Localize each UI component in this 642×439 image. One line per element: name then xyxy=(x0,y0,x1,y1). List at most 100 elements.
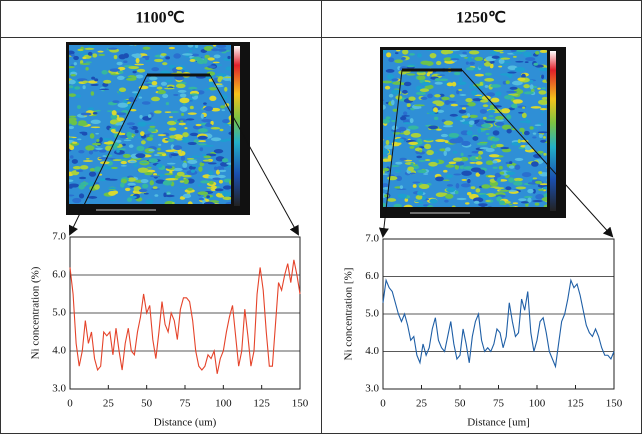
y-tick-label: 6.0 xyxy=(52,269,66,281)
map-speck xyxy=(77,48,84,52)
map-speck xyxy=(433,116,439,121)
map-speck xyxy=(451,81,457,87)
map-speck xyxy=(543,152,547,156)
map-speck xyxy=(85,67,89,71)
map-speck xyxy=(215,203,220,204)
map-speck xyxy=(198,184,202,187)
map-speck xyxy=(183,178,189,185)
map-speck xyxy=(154,58,164,63)
map-speck xyxy=(105,177,111,181)
map-speck xyxy=(459,76,463,82)
map-speck xyxy=(501,124,512,130)
map-speck xyxy=(408,141,419,145)
map-speck xyxy=(523,51,532,58)
map-speck xyxy=(170,111,179,113)
map-speck xyxy=(190,93,199,96)
color-bar xyxy=(550,51,556,211)
map-speck xyxy=(137,121,147,127)
map-speck xyxy=(204,123,213,127)
map-speck xyxy=(207,170,214,176)
map-speck xyxy=(407,125,419,130)
map-speck xyxy=(204,54,210,59)
map-speck xyxy=(474,73,485,77)
map-speck xyxy=(463,166,473,170)
map-speck xyxy=(78,120,87,124)
map-speck xyxy=(501,148,512,153)
map-speck xyxy=(188,86,198,90)
map-speck xyxy=(416,155,423,159)
map-speck xyxy=(187,187,193,191)
map-speck xyxy=(523,195,533,199)
map-speck xyxy=(153,110,162,114)
map-speck xyxy=(210,126,221,130)
map-speck xyxy=(225,66,231,71)
map-speck xyxy=(158,143,162,146)
map-speck xyxy=(469,61,475,66)
map-speck xyxy=(462,51,467,55)
map-speck xyxy=(546,179,547,182)
map-speck xyxy=(542,136,547,139)
map-speck xyxy=(182,174,192,178)
x-tick-label: 75 xyxy=(493,398,505,410)
map-speck xyxy=(517,139,521,144)
map-speck xyxy=(507,71,517,74)
map-speck xyxy=(129,126,133,129)
y-tick-label: 5.0 xyxy=(52,307,66,319)
map-speck xyxy=(123,139,132,142)
map-speck xyxy=(167,138,175,143)
map-speck xyxy=(80,112,92,116)
map-speck xyxy=(108,187,117,190)
map-speck xyxy=(166,162,176,165)
map-speck xyxy=(434,94,441,98)
map-speck xyxy=(191,164,199,167)
map-speck xyxy=(207,65,217,69)
map-speck xyxy=(417,74,426,81)
map-speck xyxy=(384,85,391,90)
map-speck xyxy=(542,186,547,190)
map-speck xyxy=(156,86,163,90)
map-speck xyxy=(465,67,476,71)
map-speck xyxy=(415,195,423,200)
map-speck xyxy=(134,129,139,134)
map-speck xyxy=(81,132,88,136)
map-speck xyxy=(218,169,227,173)
map-speck xyxy=(406,65,415,68)
map-speck xyxy=(436,109,445,113)
x-tick-label: 50 xyxy=(141,398,153,410)
map-speck xyxy=(162,180,172,186)
map-speck xyxy=(455,161,465,166)
map-speck xyxy=(454,190,459,195)
map-speck xyxy=(527,197,532,203)
map-speck xyxy=(478,65,483,69)
map-speck xyxy=(434,81,443,85)
map-speck xyxy=(534,202,540,206)
map-speck xyxy=(485,160,494,166)
map-speck xyxy=(190,155,202,158)
map-speck xyxy=(408,53,415,56)
map-speck xyxy=(514,157,524,161)
map-speck xyxy=(229,78,231,83)
map-speck xyxy=(87,45,96,48)
map-speck xyxy=(506,91,518,93)
map-speck xyxy=(118,87,127,92)
map-speck xyxy=(189,105,194,110)
map-speck xyxy=(409,118,414,124)
map-speck xyxy=(406,103,411,107)
map-speck xyxy=(485,118,496,121)
map-speck xyxy=(184,127,188,130)
map-speck xyxy=(179,180,185,183)
map-speck xyxy=(441,119,446,123)
map-speck xyxy=(150,175,161,178)
map-speck xyxy=(192,125,203,130)
map-speck xyxy=(400,116,407,121)
map-speck xyxy=(210,137,222,142)
map-speck xyxy=(179,93,187,98)
map-speck xyxy=(399,185,404,189)
map-speck xyxy=(79,165,89,170)
map-speck xyxy=(173,134,184,140)
map-speck xyxy=(525,119,531,124)
x-tick-label: 75 xyxy=(180,398,192,410)
map-speck xyxy=(125,77,137,81)
map-speck xyxy=(512,202,519,205)
map-speck xyxy=(401,115,411,117)
